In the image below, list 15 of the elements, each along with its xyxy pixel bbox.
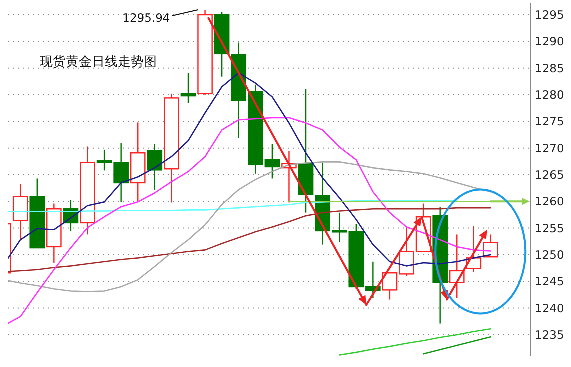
- y-tick-label: 1270: [535, 141, 564, 156]
- y-tick-label: 1290: [535, 34, 564, 49]
- text: 现货黄金日线走势图: [40, 55, 157, 70]
- y-tick-label: 1240: [535, 301, 564, 316]
- y-tick-label: 1295: [535, 8, 564, 22]
- y-tick-label: 1265: [535, 168, 564, 182]
- y-tick-label: 1245: [535, 274, 564, 289]
- y-tick-label: 1250: [535, 248, 564, 262]
- y-tick-label: 1285: [535, 61, 564, 76]
- y-tick-label: 1235: [535, 328, 564, 342]
- y-tick-label: 1280: [535, 88, 564, 102]
- y-tick-label: 1255: [535, 221, 564, 236]
- y-tick-label: 1260: [535, 194, 564, 209]
- y-tick-label: 1275: [535, 114, 564, 129]
- annotation: 1295.94: [122, 10, 170, 25]
